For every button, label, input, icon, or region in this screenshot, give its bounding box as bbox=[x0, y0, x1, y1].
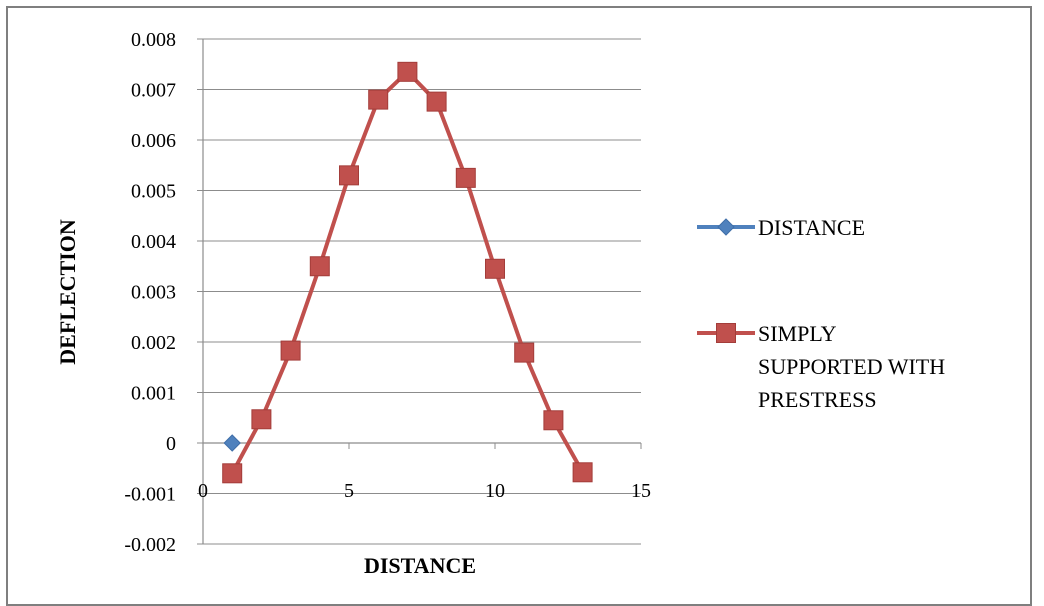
series-layer bbox=[222, 61, 593, 484]
data-point bbox=[309, 256, 330, 277]
x-tick-label: 0 bbox=[198, 480, 208, 502]
data-point bbox=[280, 340, 301, 361]
y-tick-label: 0.002 bbox=[131, 332, 176, 354]
y-tick-label: 0.006 bbox=[131, 130, 176, 152]
data-point bbox=[543, 410, 564, 431]
legend-item-2: SIMPLY SUPPORTED WITH PRESTRESS bbox=[697, 321, 945, 412]
data-point bbox=[514, 342, 535, 363]
axes: -0.002 -0.001 0 0.001 0.002 0.003 0.004 0.005 0.… bbox=[124, 29, 651, 556]
y-tick-label: 0.001 bbox=[131, 383, 176, 405]
x-tick-label: 10 bbox=[485, 480, 505, 502]
y-tick-label: -0.001 bbox=[124, 484, 176, 506]
y-tick-label: 0 bbox=[166, 433, 176, 455]
chart-frame bbox=[6, 6, 1032, 606]
legend: DISTANCE SIMPLY SUPPORTED WITH PRESTRESS bbox=[697, 215, 945, 412]
data-point bbox=[455, 167, 476, 188]
legend-swatch-marker bbox=[716, 323, 736, 343]
y-tick-label: 0.008 bbox=[131, 29, 176, 51]
legend-label: DISTANCE bbox=[758, 215, 865, 240]
y-tick-label: 0.004 bbox=[131, 231, 176, 253]
data-point bbox=[485, 258, 505, 279]
y-tick-label: 0.005 bbox=[131, 181, 176, 203]
x-tick-label: 5 bbox=[344, 480, 354, 502]
data-point bbox=[222, 463, 243, 484]
x-axis-title: DISTANCE bbox=[364, 553, 476, 578]
legend-label: SIMPLY SUPPORTED WITH PRESTRESS bbox=[758, 321, 945, 412]
data-point bbox=[368, 89, 389, 110]
series-line bbox=[230, 69, 585, 475]
y-axis-title: DEFLECTION bbox=[55, 219, 80, 365]
series-2 bbox=[222, 61, 593, 484]
y-tick-label: 0.003 bbox=[131, 282, 176, 304]
data-point bbox=[426, 91, 447, 112]
data-point bbox=[251, 409, 272, 430]
y-tick-label: -0.002 bbox=[124, 534, 176, 556]
data-point bbox=[339, 165, 359, 186]
legend-swatch-marker bbox=[717, 218, 735, 236]
data-point bbox=[572, 462, 593, 483]
y-tick-label: 0.007 bbox=[131, 80, 176, 102]
legend-item-1: DISTANCE bbox=[697, 215, 865, 240]
data-point bbox=[397, 61, 418, 82]
x-tick-label: 15 bbox=[631, 480, 651, 502]
data-point bbox=[223, 434, 241, 452]
series-1 bbox=[223, 434, 241, 452]
